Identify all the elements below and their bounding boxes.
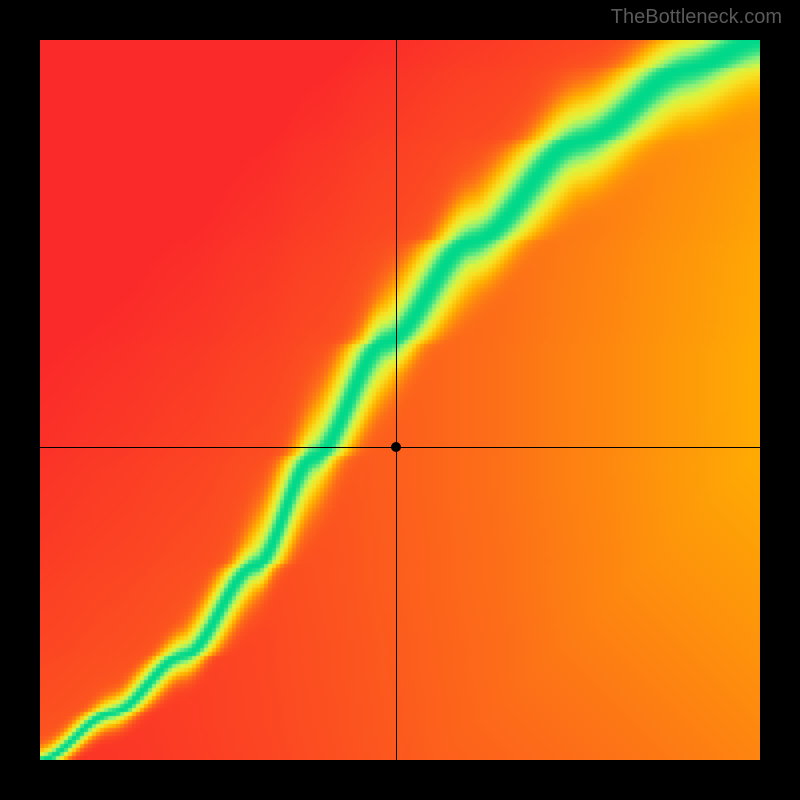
watermark-text: TheBottleneck.com bbox=[611, 6, 782, 29]
heatmap-canvas bbox=[40, 40, 760, 760]
crosshair-marker bbox=[391, 442, 401, 452]
plot-area bbox=[40, 40, 760, 760]
crosshair-vertical bbox=[396, 40, 397, 760]
